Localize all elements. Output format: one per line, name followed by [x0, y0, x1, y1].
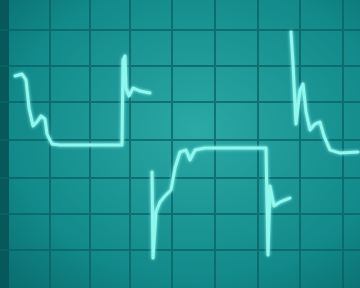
oscilloscope-screen [0, 0, 360, 288]
screen-edge [0, 0, 9, 288]
page [0, 0, 360, 288]
